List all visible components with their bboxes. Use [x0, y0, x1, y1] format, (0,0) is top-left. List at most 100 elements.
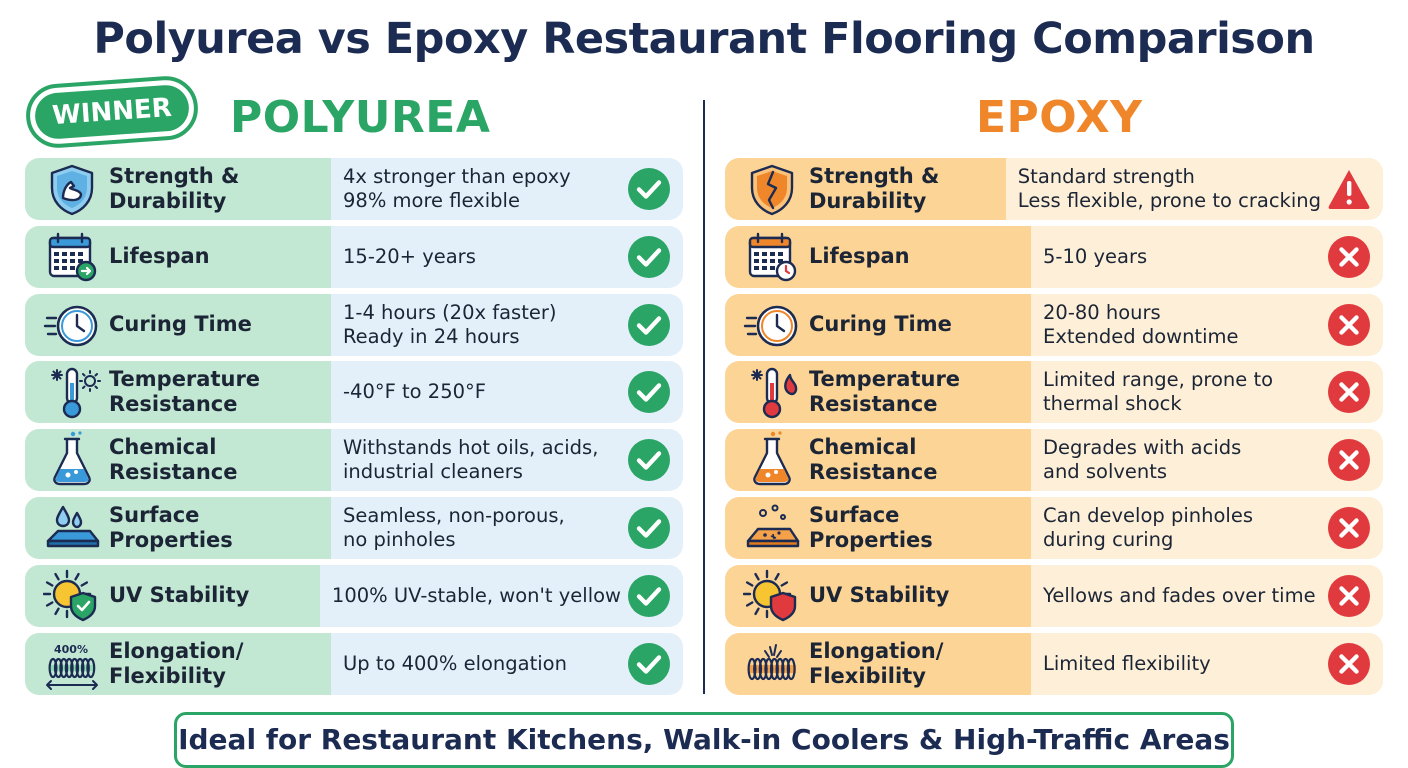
value-cell: Degrades with acids and solvents	[1031, 429, 1383, 492]
footer-banner: Ideal for Restaurant Kitchens, Walk-in C…	[174, 712, 1234, 768]
value-cell: Standard strength Less flexible, prone to…	[1005, 158, 1383, 220]
polyurea-row: UV Stability 100% UV-stable, won't yellow	[25, 564, 683, 627]
property-value: Standard strength Less flexible, prone to…	[1018, 165, 1321, 213]
polyurea-row: Lifespan 15-20+ years	[25, 225, 683, 288]
property-value: Can develop pinholes during curing	[1043, 504, 1253, 552]
value-cell: 5-10 years	[1031, 225, 1383, 288]
value-cell: Withstands hot oils, acids, industrial cl…	[331, 429, 683, 492]
property-value-line: Can develop pinholes	[1043, 504, 1253, 527]
property-cell: Curing Time	[725, 293, 1031, 356]
property-label-line: Elongation/	[809, 638, 944, 663]
epoxy-row: Chemical Resistance Degrades with acids and…	[725, 429, 1383, 492]
property-label-line: Temperature	[809, 367, 961, 392]
check-icon	[627, 370, 671, 414]
check-icon	[627, 438, 671, 482]
epoxy-row: Strength & Durability Standard strength Les…	[725, 158, 1383, 220]
property-value-line: industrial cleaners	[343, 460, 523, 484]
flask-icon	[753, 431, 791, 486]
polyurea-heading: POLYUREA	[230, 92, 491, 143]
property-label: Lifespan	[809, 244, 910, 269]
property-label-line: Surface	[809, 503, 900, 527]
property-label-line: Properties	[109, 528, 233, 552]
property-cell: Elongation/Flexibility	[725, 632, 1031, 695]
property-label-line: Chemical	[809, 435, 917, 460]
property-label-line: Resistance	[809, 460, 938, 485]
spring-stretch-icon: 400%	[46, 643, 98, 690]
property-label-line: UV Stability	[809, 583, 950, 608]
page-title: Polyurea vs Epoxy Restaurant Flooring Co…	[93, 14, 1315, 64]
property-value: Limited flexibility	[1043, 652, 1211, 676]
epoxy-heading: EPOXY	[976, 92, 1143, 143]
property-label-line: Surface	[109, 503, 200, 527]
property-value-line: and solvents	[1043, 460, 1168, 484]
property-label-line: Lifespan	[809, 244, 910, 269]
property-value-line: no pinholes	[343, 528, 456, 551]
property-value: 100% UV-stable, won't yellow	[332, 584, 621, 608]
property-label-line: Strength &	[809, 164, 940, 188]
property-value: Limited range, prone to thermal shock	[1043, 368, 1273, 416]
value-cell: Limited range, prone to thermal shock	[1031, 361, 1383, 424]
value-cell: 1-4 hours (20x faster) Ready in 24 hours	[331, 293, 683, 356]
droplets-surface-icon	[46, 505, 100, 548]
property-label: Chemical Resistance	[109, 435, 237, 485]
polyurea-row: Surface Properties Seamless, non-porous, no…	[25, 497, 683, 559]
property-value: 15-20+ years	[343, 245, 476, 269]
sun-shield-icon	[43, 569, 97, 621]
thermometer-icon	[51, 368, 101, 419]
value-cell: 4x stronger than epoxy 98% more flexible	[331, 158, 683, 220]
property-label-line: Resistance	[809, 392, 938, 417]
property-value: 1-4 hours (20x faster) Ready in 24 hours	[343, 301, 556, 349]
property-value-line: Less flexible, prone to cracking	[1017, 189, 1321, 212]
property-cell: Temperature Resistance	[725, 361, 1031, 424]
check-icon	[627, 506, 671, 550]
property-label-line: Properties	[809, 528, 933, 552]
epoxy-row: Elongation/Flexibility Limited flexibilit…	[725, 632, 1383, 695]
property-value-line: 15-20+ years	[343, 244, 476, 268]
property-value-line: Ready in 24 hours	[343, 324, 520, 348]
property-label-line: Resistance	[109, 392, 238, 417]
property-cell: UV Stability	[725, 564, 1031, 627]
flask-icon	[53, 431, 91, 486]
broken-spring-icon	[747, 643, 796, 680]
property-cell: Lifespan	[725, 225, 1031, 288]
svg-text:400%: 400%	[54, 643, 88, 656]
property-label: Surface Properties	[809, 503, 933, 553]
property-value-line: Standard strength	[1017, 165, 1195, 188]
property-label-line: Chemical	[109, 435, 217, 460]
property-label: Curing Time	[109, 312, 252, 337]
pinhole-surface-icon	[746, 504, 800, 548]
property-value-line: during curing	[1043, 528, 1174, 551]
property-cell: Curing Time	[25, 293, 331, 356]
property-cell: Surface Properties	[25, 497, 331, 559]
epoxy-row: Temperature Resistance Limited range, pron…	[725, 361, 1383, 424]
cracked-shield-icon	[750, 164, 794, 216]
epoxy-row: UV Stability Yellows and fades over time	[725, 564, 1383, 627]
check-icon	[627, 235, 671, 279]
polyurea-row: Temperature Resistance -40°F to 250°F	[25, 361, 683, 424]
value-cell: Seamless, non-porous, no pinholes	[331, 497, 683, 559]
polyurea-row: Strength & Durability 4x stronger than epo…	[25, 158, 683, 220]
property-label-line: UV Stability	[109, 583, 250, 608]
x-icon	[1327, 574, 1371, 618]
property-label-line: Resistance	[109, 460, 238, 485]
value-cell: 15-20+ years	[331, 225, 683, 288]
property-value: Withstands hot oils, acids, industrial cl…	[343, 436, 598, 484]
property-value-line: -40°F to 250°F	[343, 380, 486, 404]
property-label: Temperature Resistance	[109, 367, 260, 417]
sun-shield-icon	[743, 569, 797, 621]
x-icon	[1327, 506, 1371, 550]
property-label: Elongation/Flexibility	[809, 639, 943, 689]
property-value-line: 5-10 years	[1043, 244, 1148, 268]
check-icon	[627, 303, 671, 347]
property-label: Curing Time	[809, 312, 952, 337]
property-value: 20-80 hours Extended downtime	[1043, 301, 1239, 349]
property-cell: Chemical Resistance	[725, 429, 1031, 492]
property-label-line: Temperature	[109, 367, 261, 392]
property-label: Surface Properties	[109, 503, 233, 553]
property-label: UV Stability	[109, 583, 249, 608]
property-label-line: Curing Time	[809, 312, 952, 337]
property-label-line: Elongation/	[109, 638, 244, 663]
property-cell: UV Stability	[25, 564, 320, 627]
epoxy-row: Surface Properties Can develop pinholes dur…	[725, 497, 1383, 559]
calendar-clock-icon	[748, 232, 797, 281]
